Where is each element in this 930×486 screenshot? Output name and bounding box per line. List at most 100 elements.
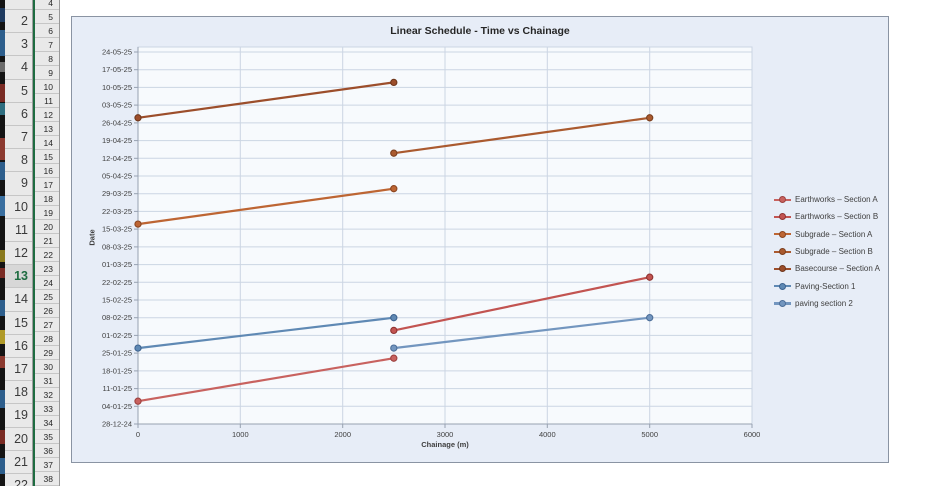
row-header[interactable]: 10 bbox=[5, 195, 32, 219]
row-header[interactable]: 7 bbox=[35, 38, 59, 52]
sliver-color-segment bbox=[0, 196, 5, 216]
sliver-color-segment bbox=[0, 268, 5, 278]
svg-text:01-02-25: 01-02-25 bbox=[102, 331, 132, 340]
row-header[interactable]: 21 bbox=[35, 234, 59, 248]
sliver-color-segment bbox=[0, 250, 5, 262]
row-header[interactable]: 8 bbox=[35, 52, 59, 66]
y-axis-title[interactable]: Date bbox=[87, 229, 97, 246]
x-axis-title[interactable]: Chainage (m) bbox=[421, 440, 469, 449]
row-header[interactable]: 38 bbox=[35, 472, 59, 486]
row-header[interactable]: 28 bbox=[35, 332, 59, 346]
row-header[interactable]: 34 bbox=[35, 416, 59, 430]
row-header[interactable]: 29 bbox=[35, 346, 59, 360]
legend-marker-icon bbox=[774, 213, 791, 221]
svg-text:29-03-25: 29-03-25 bbox=[102, 189, 132, 198]
row-header[interactable]: 5 bbox=[5, 79, 32, 103]
row-header[interactable]: 36 bbox=[35, 444, 59, 458]
row-header[interactable]: 8 bbox=[5, 149, 32, 173]
row-header[interactable]: 6 bbox=[5, 102, 32, 126]
row-header[interactable]: 19 bbox=[35, 206, 59, 220]
row-header[interactable]: 9 bbox=[5, 172, 32, 196]
row-header[interactable]: 19 bbox=[5, 404, 32, 428]
legend-label: Earthworks – Section A bbox=[795, 195, 878, 205]
svg-text:05-04-25: 05-04-25 bbox=[102, 172, 132, 181]
row-header[interactable]: 12 bbox=[5, 242, 32, 266]
legend-label: Basecourse – Section A bbox=[795, 264, 880, 274]
row-header-column-right[interactable]: 4 5 6 7 8 9 10 11 12 13 14 15 16 17 18 19 20 21 22 23 24 25 26… bbox=[35, 0, 60, 486]
row-header[interactable]: 23 bbox=[35, 262, 59, 276]
sliver-color-segment bbox=[0, 8, 5, 22]
legend-item[interactable]: Earthworks – Section A bbox=[774, 191, 880, 208]
row-header[interactable]: 12 bbox=[35, 108, 59, 122]
row-header[interactable]: 18 bbox=[5, 381, 32, 405]
window-divider bbox=[33, 0, 35, 486]
sliver-color-segment bbox=[0, 356, 5, 368]
row-header[interactable]: 33 bbox=[35, 402, 59, 416]
svg-text:01-03-25: 01-03-25 bbox=[102, 260, 132, 269]
svg-text:25-01-25: 25-01-25 bbox=[102, 349, 132, 358]
legend-item[interactable]: Paving-Section 1 bbox=[774, 277, 880, 294]
row-header[interactable]: 17 bbox=[5, 358, 32, 382]
svg-text:28-12-24: 28-12-24 bbox=[102, 420, 132, 429]
row-header[interactable]: 16 bbox=[5, 334, 32, 358]
row-header-column-left[interactable]: 2 3 4 5 6 7 8 9 10 11 12 13 14 15 16 17 18 19 20 21 22 bbox=[5, 0, 33, 486]
legend-item[interactable]: Subgrade – Section A bbox=[774, 226, 880, 243]
row-header[interactable]: 2 bbox=[5, 10, 32, 34]
row-header[interactable]: 7 bbox=[5, 126, 32, 150]
legend-item[interactable]: Earthworks – Section B bbox=[774, 208, 880, 225]
row-header[interactable]: 6 bbox=[35, 24, 59, 38]
row-header[interactable]: 31 bbox=[35, 374, 59, 388]
row-header[interactable]: 11 bbox=[5, 218, 32, 242]
legend-item[interactable]: Basecourse – Section A bbox=[774, 260, 880, 277]
row-header[interactable]: 4 bbox=[35, 0, 59, 10]
row-header[interactable]: 27 bbox=[35, 318, 59, 332]
chart-plot: 24-05-25 17-05-25 10-05-25 03-05-25 26-04-25… bbox=[102, 46, 761, 439]
svg-text:6000: 6000 bbox=[744, 430, 761, 439]
chart-container[interactable]: 24-05-25 17-05-25 10-05-25 03-05-25 26-04-25… bbox=[71, 16, 889, 463]
row-header[interactable]: 25 bbox=[35, 290, 59, 304]
legend-item[interactable]: paving section 2 bbox=[774, 295, 880, 312]
svg-text:19-04-25: 19-04-25 bbox=[102, 136, 132, 145]
row-header[interactable]: 24 bbox=[35, 276, 59, 290]
row-header[interactable]: 3 bbox=[5, 33, 32, 57]
chart-title[interactable]: Linear Schedule - Time vs Chainage bbox=[390, 25, 570, 37]
row-header[interactable]: 21 bbox=[5, 450, 32, 474]
row-header[interactable]: 16 bbox=[35, 164, 59, 178]
chart-legend[interactable]: Earthworks – Section A Earthworks – Secti… bbox=[774, 191, 880, 312]
row-header[interactable]: 11 bbox=[35, 94, 59, 108]
row-header[interactable]: 20 bbox=[5, 427, 32, 451]
row-header[interactable]: 14 bbox=[5, 288, 32, 312]
row-header[interactable]: 35 bbox=[35, 430, 59, 444]
row-header[interactable]: 26 bbox=[35, 304, 59, 318]
svg-text:11-01-25: 11-01-25 bbox=[103, 384, 132, 393]
row-header[interactable]: 22 bbox=[5, 474, 32, 486]
row-header[interactable]: 32 bbox=[35, 388, 59, 402]
row-header[interactable]: 4 bbox=[5, 56, 32, 80]
row-header[interactable]: 13 bbox=[5, 265, 32, 289]
row-header[interactable]: 10 bbox=[35, 80, 59, 94]
row-header[interactable]: 18 bbox=[35, 192, 59, 206]
row-header[interactable]: 13 bbox=[35, 122, 59, 136]
sliver-color-segment bbox=[0, 30, 5, 56]
row-header[interactable]: 5 bbox=[35, 10, 59, 24]
svg-text:04-01-25: 04-01-25 bbox=[102, 402, 132, 411]
row-header[interactable]: 30 bbox=[35, 360, 59, 374]
legend-item[interactable]: Subgrade – Section B bbox=[774, 243, 880, 260]
row-header[interactable]: 9 bbox=[35, 66, 59, 80]
legend-marker-icon bbox=[774, 230, 791, 238]
sliver-color-segment bbox=[0, 162, 5, 180]
row-header[interactable]: 15 bbox=[5, 311, 32, 335]
row-header[interactable]: 37 bbox=[35, 458, 59, 472]
row-header[interactable]: 22 bbox=[35, 248, 59, 262]
row-header[interactable]: 15 bbox=[35, 150, 59, 164]
row-header[interactable]: 20 bbox=[35, 220, 59, 234]
sliver-color-segment bbox=[0, 300, 5, 316]
row-header[interactable] bbox=[5, 0, 32, 10]
svg-text:17-05-25: 17-05-25 bbox=[102, 65, 132, 74]
svg-text:1000: 1000 bbox=[232, 430, 249, 439]
svg-text:10-05-25: 10-05-25 bbox=[102, 83, 132, 92]
row-header[interactable]: 17 bbox=[35, 178, 59, 192]
row-header[interactable]: 14 bbox=[35, 136, 59, 150]
background-window-sliver bbox=[0, 0, 5, 486]
sliver-color-segment bbox=[0, 103, 5, 115]
